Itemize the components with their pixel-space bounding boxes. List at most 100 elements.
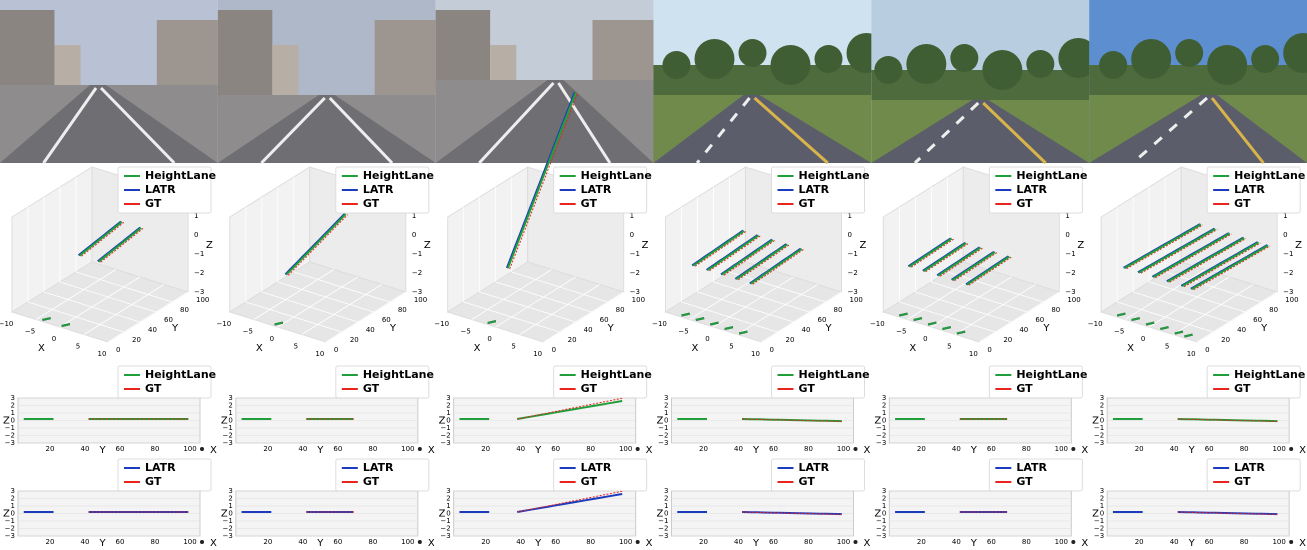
z-axis-label: Z: [221, 416, 228, 427]
z-axis-label: Z: [206, 240, 213, 251]
legend-label: GT: [1016, 382, 1033, 395]
y-tick-label: 100: [414, 296, 427, 304]
z-tick-label: −3: [1283, 288, 1293, 296]
y-tick-label: 100: [1272, 538, 1285, 546]
legend-label: LATR: [145, 183, 176, 196]
z-tick-label: 0: [1283, 231, 1287, 239]
building: [157, 20, 218, 95]
y-tick-label: 60: [1205, 445, 1214, 453]
y-tick-label: 0: [770, 346, 774, 354]
x-tick-label: 10: [751, 350, 760, 358]
y-tick-label: 60: [1205, 538, 1214, 546]
y-axis-label: Y: [534, 538, 542, 549]
x-tick-label: 5: [947, 343, 951, 351]
y-tick-label: 80: [1022, 445, 1031, 453]
z-tick-label: −3: [440, 532, 450, 540]
y-tick-label: 60: [116, 538, 125, 546]
axis-marker: [1289, 447, 1293, 451]
y-tick-label: 0: [1205, 346, 1209, 354]
axis-marker: [1289, 540, 1293, 544]
legend-label: GT: [145, 197, 162, 210]
y-tick-label: 20: [263, 538, 272, 546]
x-axis-label: X: [1299, 538, 1306, 549]
y-tick-label: 20: [1221, 336, 1230, 344]
tree: [1131, 39, 1171, 79]
legend-label: GT: [799, 197, 816, 210]
legend-label: LATR: [581, 461, 612, 474]
y-tick-label: 100: [632, 296, 645, 304]
x-axis-label: X: [256, 343, 263, 354]
y-tick-label: 80: [1022, 538, 1031, 546]
y-tick-label: 20: [1003, 336, 1012, 344]
x-tick-label: 0: [1141, 335, 1145, 343]
building: [436, 10, 490, 90]
y-tick-label: 20: [46, 445, 55, 453]
legend-label: HeightLane: [1016, 169, 1087, 182]
legend-label: GT: [145, 475, 162, 488]
z-axis-label: Z: [1295, 240, 1302, 251]
z-tick-label: −3: [1065, 288, 1075, 296]
y-tick-label: 40: [584, 326, 593, 334]
legend-label: GT: [581, 382, 598, 395]
x-tick-label: 0: [705, 335, 709, 343]
y-tick-label: 20: [917, 538, 926, 546]
z-tick-label: −3: [412, 288, 422, 296]
legend-label: GT: [1234, 382, 1251, 395]
y-tick-label: 40: [1019, 326, 1028, 334]
y-tick-label: 40: [366, 326, 375, 334]
building: [218, 10, 272, 105]
legend-label: LATR: [799, 461, 830, 474]
y-tick-label: 40: [734, 538, 743, 546]
x-tick-label: 5: [294, 343, 298, 351]
axis-marker: [854, 540, 858, 544]
z-axis-label: Z: [439, 509, 446, 520]
z-tick-label: 0: [848, 231, 852, 239]
y-tick-label: 60: [333, 445, 342, 453]
legend-label: LATR: [1234, 461, 1265, 474]
x-axis-label: X: [38, 343, 45, 354]
z-axis-label: Z: [657, 416, 664, 427]
y-tick-label: 40: [734, 445, 743, 453]
y-tick-label: 80: [368, 445, 377, 453]
x-axis-label: X: [864, 445, 871, 456]
legend-label: HeightLane: [145, 368, 216, 381]
y-axis-label: Y: [316, 445, 324, 456]
axis-marker: [636, 447, 640, 451]
z-tick-label: −3: [440, 439, 450, 447]
y-tick-label: 60: [333, 538, 342, 546]
tree: [982, 50, 1022, 90]
legend-label: GT: [145, 382, 162, 395]
y-tick-label: 100: [619, 538, 632, 546]
z-tick-label: −3: [223, 439, 233, 447]
y-tick-label: 60: [987, 445, 996, 453]
legend-label: LATR: [1016, 183, 1047, 196]
y-tick-label: 0: [334, 346, 338, 354]
x-tick-label: −5: [243, 328, 253, 336]
x-tick-label: 5: [1165, 343, 1169, 351]
axis-marker: [854, 447, 858, 451]
tree: [771, 45, 811, 85]
building: [375, 20, 436, 105]
y-tick-label: 40: [298, 538, 307, 546]
tree: [1026, 50, 1054, 78]
x-tick-label: 0: [52, 335, 56, 343]
x-tick-label: −5: [1114, 328, 1124, 336]
z-tick-label: −3: [658, 439, 668, 447]
x-tick-label: 0: [487, 335, 491, 343]
y-tick-label: 80: [804, 538, 813, 546]
photo: [0, 0, 218, 163]
z-tick-label: −2: [848, 269, 858, 277]
y-tick-label: 100: [1285, 296, 1298, 304]
y-tick-label: 20: [481, 538, 490, 546]
tree: [874, 56, 902, 84]
legend-label: HeightLane: [363, 169, 434, 182]
x-axis-label: X: [1081, 445, 1088, 456]
x-axis-label: X: [474, 343, 481, 354]
z-axis-label: Z: [874, 416, 881, 427]
z-tick-label: 0: [1065, 231, 1069, 239]
photo: [1089, 0, 1307, 163]
x-tick-label: 10: [533, 350, 542, 358]
x-tick-label: 10: [315, 350, 324, 358]
x-tick-label: 10: [1187, 350, 1196, 358]
legend-label: HeightLane: [581, 169, 652, 182]
